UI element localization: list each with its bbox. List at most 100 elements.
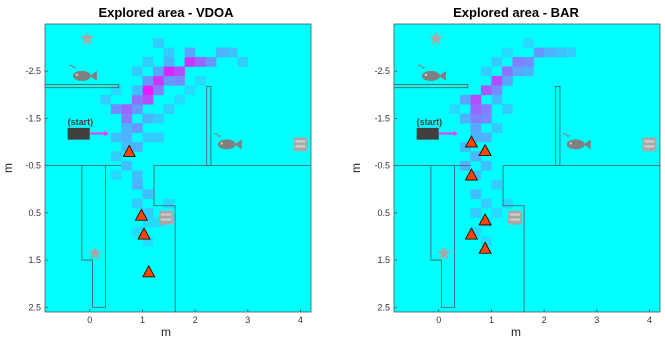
heat-cell [512, 66, 524, 77]
heat-cell [110, 104, 122, 115]
heat-cell [470, 104, 482, 115]
y-tick-label: 0.5 [28, 208, 41, 218]
heat-cell [131, 198, 143, 209]
plot-area: (start) 0 1 2 3 4 -2.5 -1.5 -0.5 0.5 1.5 2.5 [25, 23, 312, 325]
heat-cell [470, 189, 482, 199]
plot-content: (start) [394, 24, 660, 312]
heat-cell [480, 85, 492, 96]
y-tick-label: -0.5 [25, 161, 41, 171]
x-tick-label: 1 [489, 315, 494, 325]
y-tick-label: -1.5 [374, 113, 390, 123]
heat-cell [184, 47, 196, 58]
x-axis-label: m [511, 325, 521, 339]
heat-cell [512, 57, 524, 67]
heat-cell [184, 57, 196, 67]
x-tick-label: 2 [542, 315, 547, 325]
heat-cell [470, 113, 482, 124]
x-tick-label: 3 [594, 315, 599, 325]
robot-marker [478, 213, 492, 226]
heat-cell [131, 142, 143, 152]
y-tick-label: -2.5 [25, 66, 41, 76]
robot-marker [137, 227, 151, 240]
heat-cell [152, 66, 164, 77]
heat-cell [491, 85, 503, 96]
x-tick-label: 1 [140, 315, 145, 325]
y-tick-label: 2.5 [377, 302, 390, 312]
heat-cell [131, 104, 143, 115]
heat-cell [533, 47, 545, 58]
pillar [555, 85, 561, 167]
robot-marker [134, 208, 149, 221]
heat-cell [131, 170, 143, 181]
plot-content: (start) [45, 24, 311, 312]
heat-cell [565, 47, 577, 58]
heat-cell [501, 198, 513, 209]
x-axis-label: m [161, 325, 171, 339]
heat-cell [121, 113, 133, 124]
x-tick-label: 3 [245, 315, 250, 325]
heat-cell [142, 236, 154, 247]
heat-cell [142, 217, 154, 228]
heat-cell [163, 66, 175, 77]
heat-cell [163, 198, 175, 209]
heat-cell [523, 66, 534, 77]
heat-cell [152, 113, 164, 124]
heat-cell [470, 123, 482, 133]
heat-cell [131, 123, 143, 133]
robot-marker [478, 241, 492, 254]
heat-cell [110, 132, 122, 143]
heat-cell [459, 113, 471, 124]
heat-cell [121, 160, 133, 171]
robot-marker [478, 143, 492, 156]
heat-cell [480, 198, 492, 209]
panel-bar: Explored area - BAR (start) 0 1 2 3 4 -2.5 -1.5… [349, 5, 661, 339]
robot-marker [464, 168, 479, 181]
y-axis-label: m [1, 163, 15, 173]
heat-cell [491, 75, 503, 86]
heat-cell [110, 151, 122, 162]
heat-cell [491, 57, 503, 67]
start-label: (start) [417, 117, 443, 127]
x-tick-label: 0 [436, 315, 441, 325]
heat-cell [470, 227, 482, 237]
heat-cell [131, 179, 143, 190]
axes-frame [44, 23, 312, 313]
start-arrowhead [453, 130, 458, 137]
robot-marker [142, 265, 156, 278]
y-tick-label: 1.5 [377, 255, 390, 265]
heat-cell [205, 57, 217, 67]
heat-cell [449, 104, 461, 115]
heat-cell [110, 85, 122, 96]
bucket-icon [642, 137, 657, 152]
x-tick-label: 0 [87, 315, 92, 325]
wall [153, 165, 176, 312]
heat-cell [480, 104, 492, 115]
pillar [206, 85, 212, 167]
heat-cell [163, 57, 175, 67]
heat-cell [491, 208, 503, 218]
heat-cell [501, 104, 513, 115]
x-tick-label: 2 [193, 315, 198, 325]
plot-area: (start) 0 1 2 3 4 -2.5 -1.5 -0.5 0.5 1.5 2.5 [374, 23, 661, 325]
heat-cell [152, 217, 164, 228]
shelf [394, 84, 469, 89]
heat-cell [100, 94, 112, 105]
heat-cell [174, 66, 185, 77]
heat-cell [121, 142, 133, 152]
shelf [45, 84, 120, 89]
heat-cell [523, 57, 534, 67]
heat-cell [470, 132, 482, 143]
heat-cell [226, 47, 238, 58]
start-block [416, 127, 439, 140]
heat-cell [142, 57, 154, 67]
y-tick-label: -1.5 [25, 113, 41, 123]
heat-cell [163, 75, 175, 86]
heat-cell [237, 57, 249, 67]
panel-vdoa: Explored area - VDOA (start) 0 1 2 3 4 -2.5 -1.… [1, 5, 312, 339]
heat-cell [470, 208, 482, 218]
heat-cell [152, 85, 164, 96]
heat-cell [501, 47, 513, 58]
heat-cell [554, 47, 566, 58]
heat-cell [523, 38, 534, 48]
heat-cell [470, 170, 482, 181]
